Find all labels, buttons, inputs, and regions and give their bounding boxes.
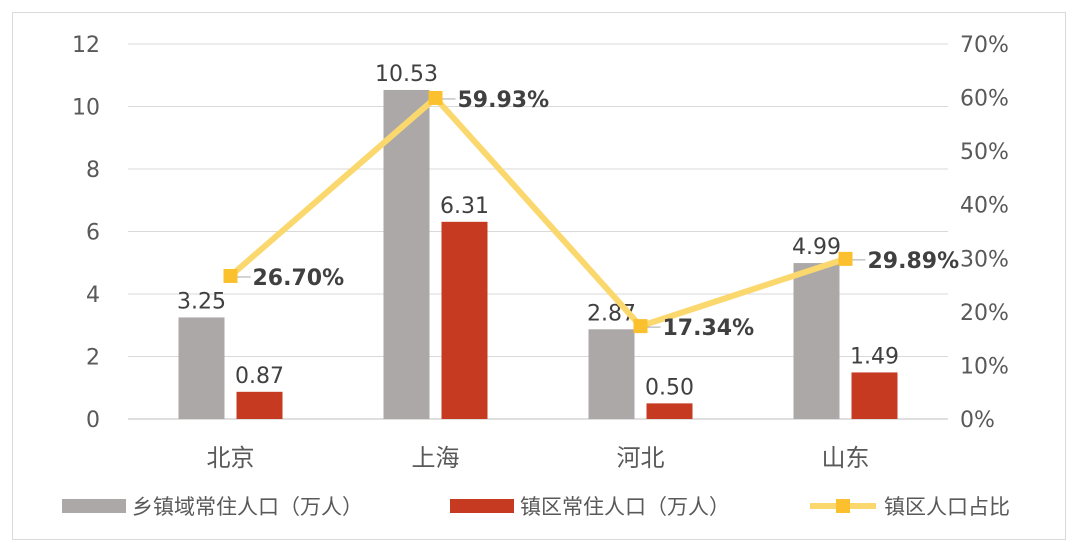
ratio-point	[428, 90, 443, 105]
bar-township-population	[793, 263, 840, 419]
legend-label-ratio: 镇区人口占比	[884, 495, 1010, 519]
left-tick-label: 0	[86, 408, 100, 433]
bar-township-population	[178, 317, 225, 419]
bar-township-population	[383, 89, 430, 419]
right-tick-label: 0%	[960, 408, 995, 433]
bar-township-population	[588, 329, 635, 419]
ratio-line-path	[228, 94, 847, 330]
right-tick-label: 10%	[960, 354, 1009, 379]
bar-value-label: 6.31	[440, 194, 489, 219]
bar-value-label: 0.50	[645, 375, 694, 400]
category-label: 河北	[617, 444, 665, 472]
bar-value-label: 10.53	[375, 62, 438, 87]
legend-label-township: 乡镇域常住人口（万人）	[132, 495, 363, 519]
ratio-value-label: 29.89%	[868, 249, 960, 274]
bar-town-population	[851, 372, 898, 419]
legend-marker-ratio	[836, 499, 850, 513]
bar-town-population	[646, 403, 693, 419]
right-tick-label: 60%	[960, 87, 1009, 112]
category-label: 山东	[822, 444, 870, 472]
ratio-value-label: 59.93%	[458, 88, 550, 113]
left-tick-label: 6	[86, 221, 100, 246]
ratio-point	[838, 251, 853, 266]
left-axis-ticks: 0 2 4 6 8 10 12	[72, 33, 100, 433]
bar-town-population	[441, 221, 488, 419]
bar-value-label: 1.49	[850, 344, 899, 369]
left-tick-label: 8	[86, 158, 100, 183]
left-tick-label: 2	[86, 346, 100, 371]
right-tick-label: 70%	[960, 33, 1009, 58]
bar-value-label: 4.99	[792, 235, 841, 260]
legend-swatch-town	[450, 499, 514, 513]
right-tick-label: 20%	[960, 301, 1009, 326]
bar-town-population	[236, 391, 283, 419]
legend-swatch-township	[62, 499, 126, 513]
category-label: 上海	[412, 444, 460, 472]
bar-value-label: 0.87	[235, 364, 284, 389]
category-labels: 北京 上海 河北 山东	[207, 444, 870, 472]
left-tick-label: 10	[72, 96, 100, 121]
left-tick-label: 12	[72, 33, 100, 58]
legend-label-town: 镇区常住人口（万人）	[520, 495, 730, 519]
category-label: 北京	[207, 444, 255, 472]
legend: 乡镇域常住人口（万人） 镇区常住人口（万人） 镇区人口占比	[62, 495, 1010, 519]
right-tick-label: 50%	[960, 140, 1009, 165]
ratio-value-label: 17.34%	[663, 316, 755, 341]
ratio-point	[223, 268, 238, 283]
left-tick-label: 4	[86, 283, 100, 308]
right-tick-label: 30%	[960, 247, 1009, 272]
chart-frame	[12, 12, 1066, 540]
ratio-point	[633, 319, 648, 334]
bar-value-label: 3.25	[177, 289, 226, 314]
ratio-value-label: 26.70%	[253, 266, 345, 291]
right-axis-ticks: 0% 10% 20% 30% 40% 50% 60% 70%	[960, 33, 1009, 433]
ratio-line: 26.70% 59.93% 17.34% 29.89%	[223, 88, 960, 341]
right-tick-label: 40%	[960, 194, 1009, 219]
